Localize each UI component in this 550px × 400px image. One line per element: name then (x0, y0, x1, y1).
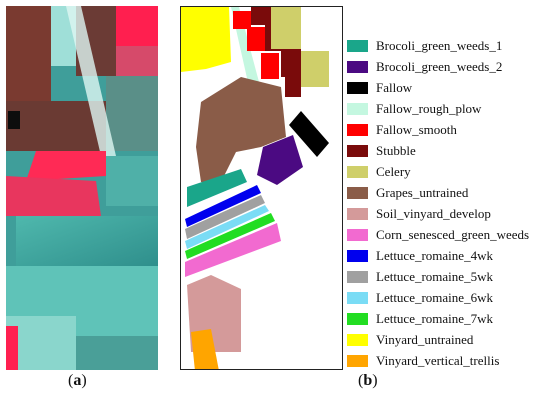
legend-label: Brocoli_green_weeds_1 (376, 38, 503, 53)
legend-swatch (347, 40, 368, 52)
caption-a: (a) (68, 372, 87, 389)
legend-label: Lettuce_romaine_4wk (376, 248, 493, 263)
legend-swatch (347, 103, 368, 115)
caption-b: (b) (358, 372, 378, 389)
legend-label: Fallow_rough_plow (376, 101, 482, 116)
legend-swatch (347, 334, 368, 346)
legend-item: Lettuce_romaine_4wk (347, 247, 493, 265)
legend-item: Corn_senesced_green_weeds (347, 226, 529, 244)
legend-swatch (347, 145, 368, 157)
legend-item: Vinyard_vertical_trellis (347, 352, 499, 370)
legend-label: Soil_vinyard_develop (376, 206, 491, 221)
legend-swatch (347, 124, 368, 136)
legend-label: Vinyard_vertical_trellis (376, 353, 500, 368)
legend-item: Lettuce_romaine_6wk (347, 289, 493, 307)
legend-item: Stubble (347, 142, 416, 160)
legend-label: Corn_senesced_green_weeds (376, 227, 530, 242)
legend-swatch (347, 82, 368, 94)
legend-item: Lettuce_romaine_5wk (347, 268, 493, 286)
legend-label: Lettuce_romaine_6wk (376, 290, 493, 305)
legend-swatch (347, 61, 368, 73)
legend-swatch (347, 271, 368, 283)
legend-label: Celery (376, 164, 411, 179)
legend-label: Fallow (376, 80, 413, 95)
legend-item: Brocoli_green_weeds_2 (347, 58, 502, 76)
legend-label: Brocoli_green_weeds_2 (376, 59, 503, 74)
legend-label: Grapes_untrained (376, 185, 469, 200)
legend-swatch (347, 355, 368, 367)
legend-label: Lettuce_romaine_7wk (376, 311, 493, 326)
legend-swatch (347, 187, 368, 199)
legend-item: Brocoli_green_weeds_1 (347, 37, 502, 55)
legend-item: Vinyard_untrained (347, 331, 473, 349)
legend-label: Fallow_smooth (376, 122, 457, 137)
legend-item: Fallow_smooth (347, 121, 457, 139)
legend-swatch (347, 292, 368, 304)
legend-label: Stubble (376, 143, 416, 158)
legend-item: Fallow (347, 79, 412, 97)
false-color-image (6, 6, 158, 370)
legend-item: Soil_vinyard_develop (347, 205, 491, 223)
legend-swatch (347, 250, 368, 262)
legend-swatch (347, 166, 368, 178)
legend-item: Celery (347, 163, 411, 181)
legend-swatch (347, 313, 368, 325)
legend-item: Fallow_rough_plow (347, 100, 481, 118)
legend-label: Lettuce_romaine_5wk (376, 269, 493, 284)
legend-swatch (347, 229, 368, 241)
ground-truth-map (180, 6, 343, 370)
legend-item: Grapes_untrained (347, 184, 468, 202)
legend-item: Lettuce_romaine_7wk (347, 310, 493, 328)
legend-label: Vinyard_untrained (376, 332, 474, 347)
legend-swatch (347, 208, 368, 220)
